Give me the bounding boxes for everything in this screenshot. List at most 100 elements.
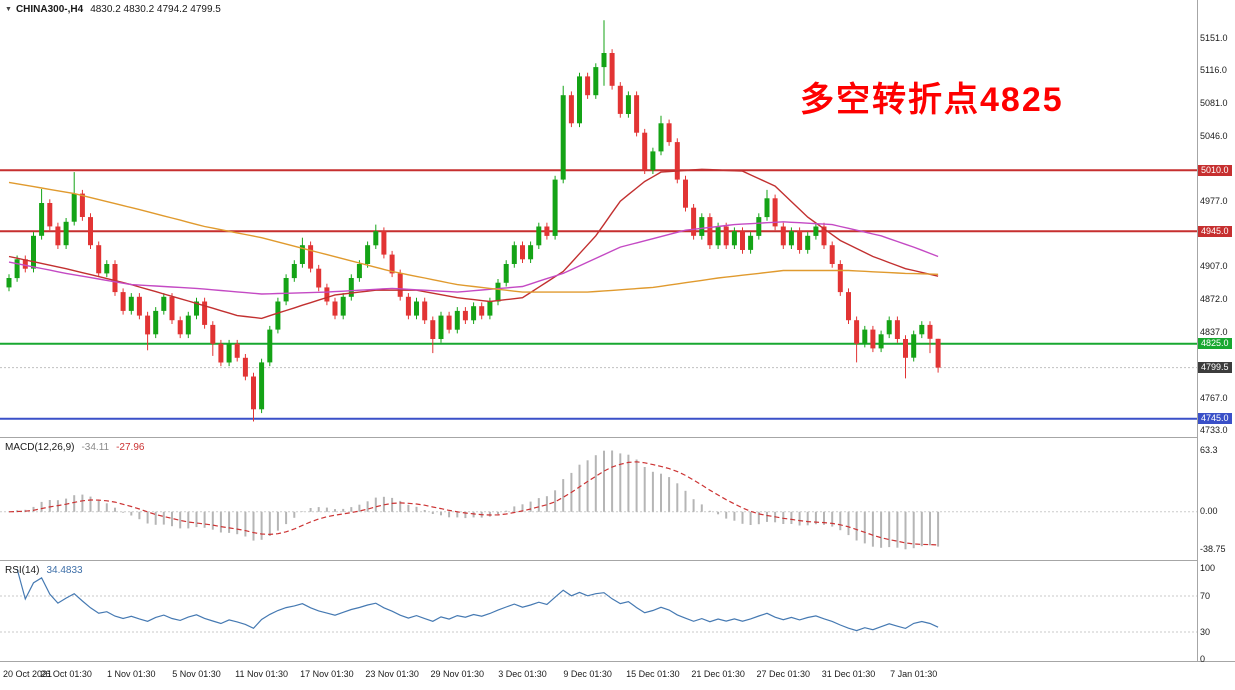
rsi-line: [16, 568, 939, 632]
ma-orange-line: [8, 181, 939, 293]
candle-body: [356, 264, 362, 279]
candle-body: [797, 231, 803, 250]
candle-body: [577, 76, 582, 124]
candle-body: [740, 231, 745, 250]
candle-body: [242, 357, 248, 377]
candle-body: [625, 95, 631, 114]
candle-body: [870, 329, 876, 349]
price-chart-panel[interactable]: [0, 0, 1197, 437]
date-tick-label: 31 Dec 01:30: [821, 669, 876, 679]
price-tick-label: 4907.0: [1200, 261, 1228, 272]
candle-body: [438, 315, 444, 339]
candle-body: [31, 235, 36, 269]
candle-body: [772, 198, 778, 227]
date-tick-label: 23 Nov 01:30: [365, 669, 419, 679]
candle-body: [88, 217, 93, 246]
candle-body: [919, 324, 925, 335]
candle-body: [332, 301, 338, 316]
rsi-label: RSI(14) 34.4833: [5, 565, 83, 576]
candle-body: [846, 292, 851, 321]
candle-body: [487, 301, 493, 316]
candle-body: [544, 226, 550, 236]
candle-body: [405, 296, 411, 316]
candle-body: [299, 245, 305, 264]
candle-body: [316, 268, 322, 288]
panel-separator[interactable]: [0, 661, 1235, 662]
candle-body: [63, 221, 69, 246]
date-tick-label: 1 Nov 01:30: [107, 669, 156, 679]
price-tick-label: 5116.0: [1200, 65, 1227, 76]
rsi-tick-label: 100: [1200, 563, 1216, 574]
rsi-tick-label: 70: [1200, 590, 1211, 601]
candle-body: [723, 226, 729, 246]
price-scale-column[interactable]: 5151.0 5116.0 5081.0 5046.0 4977.0 4907.0 4872…: [1198, 0, 1235, 664]
current-price-badge: 4799.5: [1198, 362, 1232, 374]
price-level-badge: 4825.0: [1198, 338, 1232, 350]
date-tick-label: 11 Nov 01:30: [235, 669, 289, 679]
candle-body: [120, 292, 126, 311]
candle-body: [536, 226, 542, 246]
candle-body: [291, 264, 297, 279]
candle-body: [894, 320, 900, 339]
candle-body: [267, 329, 273, 363]
candle-body: [71, 193, 77, 222]
candle-body: [47, 203, 53, 227]
candle-body: [886, 320, 892, 335]
candle-body: [202, 301, 208, 325]
candle-body: [511, 245, 517, 264]
candle-body: [218, 343, 224, 363]
candle-body: [674, 142, 680, 180]
candle-body: [275, 301, 281, 330]
candle-body: [389, 254, 395, 274]
date-tick-label: 5 Nov 01:30: [172, 669, 221, 679]
candle-body: [935, 338, 941, 368]
macd-tick-label: 63.3: [1200, 445, 1218, 456]
rsi-panel[interactable]: [0, 561, 1197, 661]
price-tick-label: 4767.0: [1200, 392, 1228, 403]
candle-body: [259, 362, 265, 410]
candle-body: [177, 320, 183, 335]
candle-body: [748, 235, 754, 250]
time-axis[interactable]: 20 Oct 2021 26 Oct 01:30 1 Nov 01:30 5 Nov …: [0, 662, 1235, 690]
date-tick-label: 21 Dec 01:30: [691, 669, 745, 679]
candle-body: [373, 231, 379, 246]
chart-annotation-text: 多空转折点4825: [800, 81, 1064, 119]
candle-body: [731, 231, 737, 246]
panel-separator[interactable]: [0, 560, 1235, 561]
macd-panel[interactable]: [0, 438, 1197, 560]
candle-body: [251, 376, 256, 410]
candle-body: [609, 53, 615, 86]
price-tick-label: 4837.0: [1200, 326, 1228, 337]
candle-body: [226, 343, 232, 363]
panel-separator[interactable]: [0, 437, 1235, 438]
macd-signal-value: -27.96: [116, 442, 145, 453]
date-tick-label: 26 Oct 01:30: [40, 669, 92, 679]
candle-body: [446, 315, 452, 330]
rsi-value: 34.4833: [46, 565, 83, 576]
candle-body: [153, 310, 159, 335]
ma-red-line: [8, 168, 939, 320]
candle-body: [878, 334, 884, 349]
ohlc-readout: 4830.2 4830.2 4794.2 4799.5: [90, 4, 221, 15]
macd-indicator-name: MACD(12,26,9): [5, 442, 75, 453]
macd-tick-label: 0.00: [1200, 506, 1218, 517]
date-tick-label: 15 Dec 01:30: [626, 669, 680, 679]
candle-body: [691, 207, 697, 236]
price-tick-label: 4733.0: [1200, 424, 1228, 435]
candle-body: [96, 245, 102, 274]
candle-body: [55, 226, 61, 246]
candle-body: [552, 179, 558, 236]
candle-body: [112, 264, 118, 293]
candle-body: [837, 264, 843, 293]
candle-body: [593, 67, 599, 96]
candle-body: [22, 259, 28, 269]
candle-body: [854, 320, 860, 344]
collapse-triangle-icon[interactable]: ▼: [5, 6, 12, 13]
candle-body: [14, 259, 20, 279]
date-tick-label: 7 Jan 01:30: [890, 669, 938, 679]
candle-body: [479, 306, 485, 316]
candle-body: [169, 296, 175, 321]
candle-body: [324, 287, 330, 302]
candle-body: [642, 132, 648, 171]
